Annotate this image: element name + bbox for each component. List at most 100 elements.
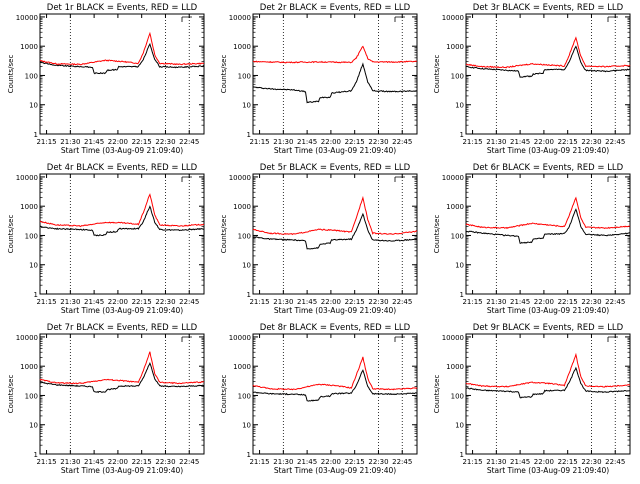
y-axis-label: Counts/sec [220, 215, 228, 254]
chart-panel: Det 7r BLACK = Events, RED = LLD 1 10 100 10… [7, 323, 205, 475]
x-tick-label: 21:45 [84, 458, 104, 466]
y-tick-label: 1000 [20, 363, 38, 371]
x-tick-label: 21:45 [297, 298, 317, 306]
y-tick-label: 10 [242, 262, 251, 270]
x-tick-label: 22:45 [179, 298, 199, 306]
x-tick-label: 21:15 [36, 458, 56, 466]
x-axis-label: Start Time (03-Aug-09 21:09:40) [274, 306, 396, 315]
legend-marker [607, 16, 618, 22]
x-tick-label: 22:00 [321, 298, 341, 306]
x-tick-label: 22:45 [179, 458, 199, 466]
y-tick-label: 1 [34, 291, 38, 299]
y-tick-label: 1 [460, 131, 464, 139]
series-line-black [465, 208, 631, 244]
x-axis-label: Start Time (03-Aug-09 21:09:40) [487, 306, 609, 315]
y-tick-label: 1000 [446, 43, 464, 51]
chart-title: Det 7r BLACK = Events, RED = LLD [47, 323, 198, 333]
y-tick-label: 10000 [442, 14, 464, 22]
y-tick-label: 10000 [442, 334, 464, 342]
x-tick-label: 22:45 [392, 298, 412, 306]
y-tick-label: 1000 [20, 203, 38, 211]
x-tick-label: 21:15 [462, 298, 482, 306]
y-tick-label: 100 [25, 392, 38, 400]
x-axis-label: Start Time (03-Aug-09 21:09:40) [274, 146, 396, 155]
series-line-red [39, 351, 204, 385]
plot-frame [252, 333, 418, 455]
plot-frame [252, 173, 418, 295]
series-line-red [252, 356, 418, 391]
x-axis-label: Start Time (03-Aug-09 21:09:40) [61, 466, 183, 475]
x-tick-label: 22:00 [108, 298, 128, 306]
y-tick-label: 10 [29, 102, 38, 110]
chart-title: Det 4r BLACK = Events, RED = LLD [47, 163, 198, 173]
legend-marker [394, 16, 405, 22]
chart-panel: Det 3r BLACK = Events, RED = LLD 1 10 100 10… [433, 3, 631, 155]
y-tick-label: 10 [242, 422, 251, 430]
x-tick-label: 22:30 [581, 458, 601, 466]
y-axis-label: Counts/sec [7, 55, 15, 94]
y-tick-label: 100 [238, 232, 251, 240]
chart-panel: Det 6r BLACK = Events, RED = LLD 1 10 100 10… [433, 163, 631, 315]
y-tick-label: 1 [460, 291, 464, 299]
series-line-red [253, 45, 418, 64]
y-tick-label: 10 [242, 102, 251, 110]
x-tick-label: 22:15 [132, 138, 152, 146]
chart-title: Det 6r BLACK = Events, RED = LLD [473, 163, 624, 173]
series-line-red [465, 36, 631, 69]
x-tick-label: 22:15 [558, 138, 578, 146]
y-tick-label: 10000 [16, 14, 38, 22]
series-line-black [465, 366, 631, 399]
y-tick-label: 1 [34, 131, 38, 139]
x-tick-label: 21:15 [462, 458, 482, 466]
plot-frame [39, 173, 205, 295]
y-tick-label: 1000 [446, 203, 464, 211]
x-tick-label: 21:30 [273, 138, 293, 146]
y-tick-label: 100 [451, 72, 464, 80]
series-line-red [39, 193, 205, 228]
y-tick-label: 1000 [233, 43, 251, 51]
y-tick-label: 10000 [229, 334, 251, 342]
x-tick-label: 21:15 [462, 138, 482, 146]
x-tick-label: 22:15 [132, 458, 152, 466]
x-tick-label: 22:45 [392, 458, 412, 466]
y-tick-label: 1000 [233, 203, 251, 211]
y-axis-label: Counts/sec [433, 215, 441, 254]
y-tick-label: 10 [455, 102, 464, 110]
x-tick-label: 22:15 [558, 458, 578, 466]
chart-panel: Det 1r BLACK = Events, RED = LLD 1 10 100 10… [7, 3, 205, 155]
x-tick-label: 22:00 [108, 138, 128, 146]
y-tick-label: 1000 [233, 363, 251, 371]
series-line-black [40, 205, 205, 237]
y-tick-label: 100 [25, 232, 38, 240]
y-tick-label: 100 [238, 72, 251, 80]
x-tick-label: 21:45 [297, 458, 317, 466]
x-tick-label: 21:15 [249, 138, 269, 146]
legend-marker [394, 176, 405, 182]
x-tick-label: 22:00 [534, 298, 554, 306]
legend-marker [394, 336, 405, 342]
x-tick-label: 21:15 [249, 458, 269, 466]
chart-title: Det 3r BLACK = Events, RED = LLD [473, 3, 624, 13]
y-tick-label: 1 [34, 451, 38, 459]
y-tick-label: 1 [247, 291, 251, 299]
x-tick-label: 22:00 [321, 138, 341, 146]
x-axis-label: Start Time (03-Aug-09 21:09:40) [61, 146, 183, 155]
x-tick-label: 21:30 [60, 458, 80, 466]
chart-panel: Det 4r BLACK = Events, RED = LLD 1 10 100 10… [7, 163, 205, 315]
y-axis-label: Counts/sec [7, 375, 15, 414]
series-line-black [39, 362, 205, 394]
y-tick-label: 1000 [20, 43, 38, 51]
chart-title: Det 1r BLACK = Events, RED = LLD [47, 3, 198, 13]
legend-marker [607, 336, 618, 342]
x-tick-label: 22:15 [558, 298, 578, 306]
x-tick-label: 22:30 [368, 138, 388, 146]
chart-panel: Det 2r BLACK = Events, RED = LLD 1 10 100 10… [220, 3, 418, 155]
x-tick-label: 21:45 [297, 138, 317, 146]
x-axis-label: Start Time (03-Aug-09 21:09:40) [61, 306, 183, 315]
chart-panel: Det 8r BLACK = Events, RED = LLD 1 10 100 10… [220, 323, 418, 475]
series-line-red [39, 31, 205, 66]
y-tick-label: 1000 [446, 363, 464, 371]
y-tick-label: 100 [451, 232, 464, 240]
plot-frame [465, 173, 631, 295]
